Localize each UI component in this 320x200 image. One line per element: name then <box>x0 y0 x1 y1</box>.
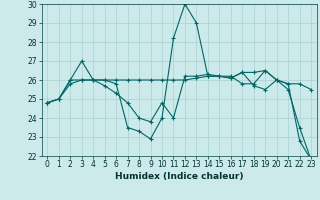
X-axis label: Humidex (Indice chaleur): Humidex (Indice chaleur) <box>115 172 244 181</box>
